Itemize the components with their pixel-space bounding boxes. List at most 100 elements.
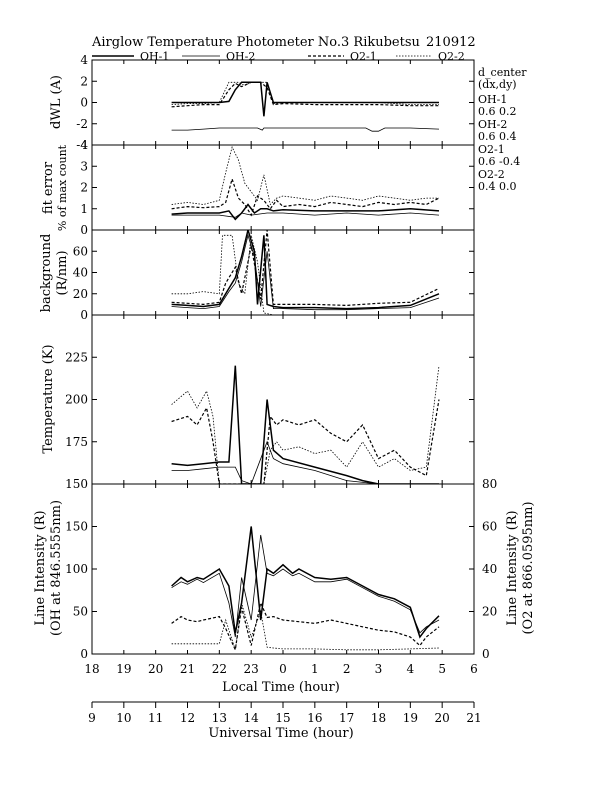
ytick-label-bg: 0 — [80, 308, 88, 322]
universal-time-label: Universal Time (hour) — [208, 726, 353, 741]
series-fit-o2-1 — [171, 176, 440, 217]
ylabel-intensity-o2: (O2 at 866.0595nm) — [521, 501, 536, 634]
local-time-axis: 18 19 20 21 22 23 0 1 2 3 4 5 6 — [84, 662, 477, 676]
ytick-label-bg: 40 — [73, 266, 88, 280]
ylabel-background-unit: (R/nm) — [55, 250, 70, 295]
universal-time-tick-label: 14 — [244, 711, 260, 725]
series-dwl-oh-1 — [171, 81, 439, 117]
ytick-right-label-int: 40 — [482, 562, 497, 576]
panel-frame-fit — [91, 144, 475, 231]
local-time-tick-label: 4 — [407, 662, 415, 676]
ytick-label-int: 50 — [73, 605, 88, 619]
ytick-right-label-int: 60 — [482, 520, 497, 534]
legend-label-o21: O2-1 — [350, 50, 377, 63]
series-dwl-oh-2 — [171, 127, 440, 132]
ytick-label-dwl: 0 — [80, 96, 88, 110]
series-dwl-o2-2 — [171, 81, 439, 105]
ytick-label-dwl: -4 — [76, 138, 88, 152]
local-time-tick-label: 3 — [375, 662, 383, 676]
series-bg-oh-2 — [171, 233, 440, 311]
ylabel-intensity-oh: (OH at 846.5555nm) — [49, 500, 64, 636]
series-fit-oh-1 — [171, 203, 440, 221]
panel-fit: 4 3 2 1 0 — [80, 138, 475, 237]
d-center-value-oh1: 0.6 0.2 — [478, 105, 516, 118]
series-bg-oh-1 — [171, 230, 440, 310]
ytick-right-label-int: 20 — [482, 605, 497, 619]
series-bg-o2-2 — [171, 234, 439, 315]
ylabel-intensity: Line Intensity (R) — [33, 510, 48, 625]
legend-label-oh1: OH-1 — [140, 50, 169, 63]
series-fit-oh-2 — [171, 212, 440, 218]
series-temp-oh-2 — [171, 440, 439, 484]
series-temp-o2-1 — [171, 399, 440, 484]
ylabel-temperature: Temperature (K) — [41, 344, 56, 453]
local-time-label: Local Time (hour) — [222, 680, 340, 695]
local-time-tick-label: 21 — [180, 662, 195, 676]
ylabel-fit-error: fit error — [41, 161, 56, 214]
d-center-header: d_center — [478, 66, 527, 79]
ytick-label-bg: 20 — [73, 287, 88, 301]
panel-int: 150 100 50 0 80 60 40 20 0 — [65, 477, 497, 661]
ytick-label-int: 0 — [80, 647, 88, 661]
ytick-label-fit: 0 — [80, 223, 88, 237]
local-time-tick-label: 22 — [212, 662, 227, 676]
universal-time-tick-label: 9 — [88, 711, 96, 725]
series-int-oh-1 — [171, 526, 440, 639]
series-temp-o2-2 — [171, 365, 440, 484]
universal-time-tick-label: 11 — [148, 711, 163, 725]
ytick-right-label-int: 80 — [482, 477, 497, 491]
ylabel-intensity-right: Line Intensity (R) — [505, 510, 520, 625]
ylabel-dwl: dWL (A) — [49, 75, 64, 129]
panel-bg: 60 40 20 0 — [73, 229, 475, 322]
d-center-name-o22: O2-2 — [478, 168, 505, 181]
local-time-tick-label: 5 — [438, 662, 446, 676]
local-time-tick-label: 1 — [311, 662, 319, 676]
d-center-name-oh2: OH-2 — [478, 118, 507, 131]
d-center-name-o21: O2-1 — [478, 143, 505, 156]
local-time-tick-label: 0 — [279, 662, 287, 676]
series-temp-oh-1 — [171, 365, 439, 484]
universal-time-tick-label: 15 — [275, 711, 290, 725]
ytick-label-temp: 175 — [65, 435, 88, 449]
d-center-value-oh2: 0.6 0.4 — [478, 130, 516, 143]
universal-time-axis: 9 10 11 12 13 14 15 16 17 18 19 20 21 — [88, 701, 482, 725]
local-time-tick-label: 23 — [244, 662, 259, 676]
ytick-label-dwl: 2 — [80, 74, 88, 88]
local-time-tick-label: 20 — [148, 662, 163, 676]
series-int-o2-2 — [171, 602, 440, 651]
d-center-value-o21: 0.6 -0.4 — [478, 155, 520, 168]
ytick-label-fit: 3 — [80, 159, 88, 173]
ytick-label-temp: 200 — [65, 393, 88, 407]
series-bg-o2-1 — [171, 230, 440, 307]
local-time-tick-label: 18 — [84, 662, 99, 676]
local-time-tick-label: 19 — [116, 662, 131, 676]
legend: OH-1 OH-2 O2-1 O2-2 — [92, 50, 465, 63]
d-center-subheader: (dx,dy) — [478, 78, 517, 91]
ytick-label-fit: 1 — [80, 202, 88, 216]
universal-time-tick-label: 10 — [116, 711, 131, 725]
ylabel-fit-error-unit: % of max count — [56, 144, 69, 231]
universal-time-tick-label: 16 — [307, 711, 322, 725]
d-center-value-o22: 0.4 0.0 — [478, 180, 516, 193]
universal-time-tick-label: 20 — [435, 711, 450, 725]
universal-time-tick-label: 13 — [212, 711, 227, 725]
ytick-label-int: 150 — [65, 520, 88, 534]
ytick-label-temp: 150 — [65, 477, 88, 491]
panel-dwl: 4 2 0 -2 -4 — [76, 53, 475, 152]
universal-time-tick-label: 19 — [403, 711, 418, 725]
local-time-tick-label: 2 — [343, 662, 351, 676]
d-center-annotation: d_center (dx,dy) OH-1 0.6 0.2 OH-2 0.6 0… — [478, 66, 527, 193]
d-center-name-oh1: OH-1 — [478, 93, 507, 106]
ytick-label-bg: 60 — [73, 244, 88, 258]
universal-time-tick-label: 12 — [180, 711, 195, 725]
universal-time-tick-label: 18 — [371, 711, 386, 725]
ytick-label-temp: 225 — [65, 350, 88, 364]
ytick-label-dwl: 4 — [80, 53, 88, 67]
ytick-label-fit: 4 — [80, 138, 88, 152]
ylabel-background: background — [39, 234, 54, 313]
universal-time-tick-label: 21 — [466, 711, 481, 725]
universal-time-tick-label: 17 — [339, 711, 354, 725]
ytick-label-int: 100 — [65, 562, 88, 576]
ytick-label-fit: 2 — [80, 181, 88, 195]
